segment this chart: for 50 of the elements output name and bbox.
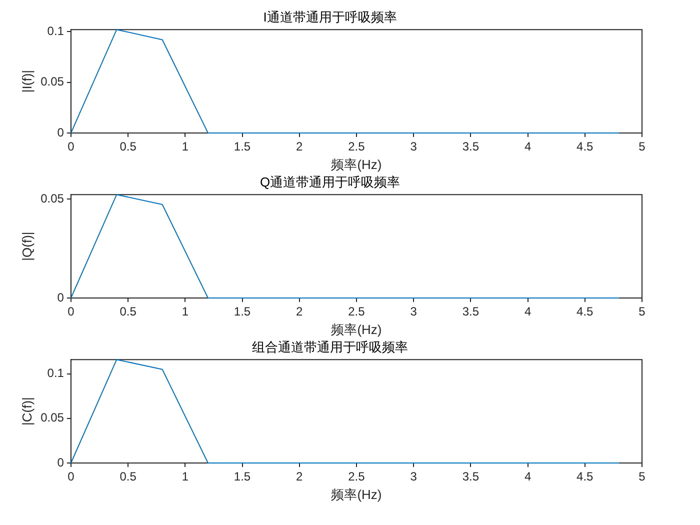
x-tick-label: 0 — [68, 470, 75, 484]
x-tick-label: 4.5 — [576, 140, 594, 154]
chart-title: I通道带通用于呼吸频率 — [263, 9, 397, 24]
y-axis-title: |C(f)| — [19, 397, 34, 426]
x-tick-label: 1.5 — [234, 140, 251, 154]
x-tick-label: 2 — [296, 304, 304, 319]
x-tick-label: 5 — [638, 470, 646, 484]
x-tick-label: 3 — [410, 140, 418, 154]
y-axis-title: |Q(f)| — [19, 232, 34, 261]
x-tick-label: 5 — [638, 304, 646, 319]
y-axis-title: |I(f)| — [19, 70, 34, 93]
x-tick-label: 0.5 — [120, 470, 137, 484]
x-tick-label: 0.5 — [120, 304, 137, 319]
x-tick-label: 4 — [524, 304, 532, 319]
x-tick-label: 2 — [296, 470, 304, 484]
y-tick-label: 0.05 — [40, 74, 64, 89]
x-tick-label: 3.5 — [462, 140, 480, 154]
y-tick-label: 0.05 — [40, 191, 64, 206]
x-tick-label: 4 — [524, 470, 532, 484]
chart-title: 组合通道带通用于呼吸频率 — [252, 339, 408, 354]
y-tick-label: 0.1 — [47, 366, 64, 380]
x-tick-label: 2.5 — [348, 470, 366, 484]
x-tick-label: 0 — [68, 140, 75, 154]
x-tick-label: 3 — [410, 470, 418, 484]
x-tick-label: 3.5 — [462, 304, 480, 319]
x-tick-label: 1 — [182, 140, 189, 154]
x-tick-label: 3 — [410, 304, 418, 319]
y-tick-label: 0 — [57, 125, 64, 140]
x-tick-label: 4.5 — [576, 470, 594, 484]
x-tick-label: 1 — [182, 304, 189, 319]
x-tick-label: 4.5 — [576, 304, 594, 319]
x-tick-label: 0.5 — [120, 140, 137, 154]
y-tick-label: 0.1 — [47, 24, 64, 38]
x-tick-label: 1.5 — [234, 304, 251, 319]
x-axis-title: 频率(Hz) — [331, 322, 382, 337]
x-tick-label: 2.5 — [348, 304, 366, 319]
x-tick-label: 5 — [638, 140, 646, 154]
y-tick-label: 0.05 — [40, 410, 64, 425]
x-axis-title: 频率(Hz) — [331, 156, 382, 172]
y-tick-label: 0 — [57, 290, 64, 304]
chart-title: Q通道带通用于呼吸频率 — [260, 174, 400, 190]
x-tick-label: 2 — [296, 140, 304, 154]
x-tick-label: 2.5 — [348, 140, 366, 154]
x-tick-label: 1.5 — [234, 470, 251, 484]
x-tick-label: 4 — [524, 140, 532, 154]
x-tick-label: 0 — [68, 304, 75, 319]
y-tick-label: 0 — [57, 455, 64, 470]
x-axis-title: 频率(Hz) — [331, 486, 382, 502]
x-tick-label: 1 — [182, 470, 189, 484]
x-tick-label: 3.5 — [462, 470, 480, 484]
